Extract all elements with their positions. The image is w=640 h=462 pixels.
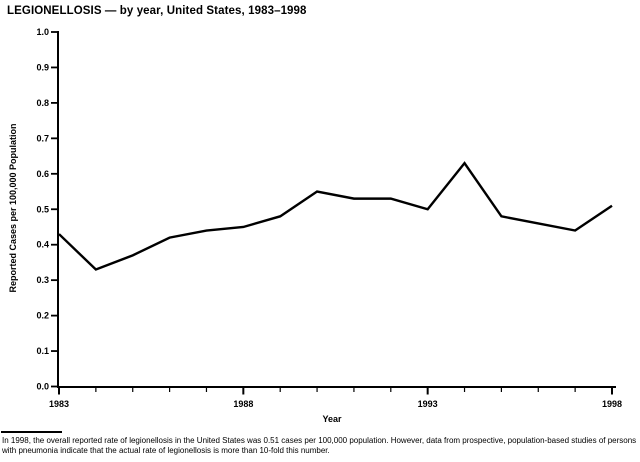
y-tick-label: 0.2: [36, 311, 49, 321]
x-axis-label: Year: [322, 414, 342, 424]
y-tick-label: 0.4: [36, 240, 49, 250]
y-tick-label: 0.1: [36, 346, 49, 356]
y-tick-label: 0.3: [36, 275, 49, 285]
chart-title: LEGIONELLOSIS — by year, United States, …: [7, 5, 307, 17]
y-axis-label: Reported Cases per 100,000 Population: [8, 123, 18, 293]
x-tick-label: 1983: [49, 399, 69, 409]
y-tick-label: 0.6: [36, 169, 49, 179]
x-tick-label: 1993: [418, 399, 438, 409]
y-tick-label: 0.9: [36, 62, 49, 72]
y-tick-label: 0.7: [36, 133, 49, 143]
y-tick-label: 1.0: [36, 27, 49, 37]
y-tick-label: 0.0: [36, 382, 49, 392]
y-tick-label: 0.8: [36, 98, 49, 108]
data-line: [58, 161, 613, 271]
footnote-text: In 1998, the overall reported rate of le…: [2, 436, 637, 455]
x-tick-label: 1998: [602, 399, 622, 409]
x-tick-label: 1988: [233, 399, 253, 409]
y-tick-label: 0.5: [36, 204, 49, 214]
legionellosis-line-chart: 0.0 0.1 0.2 0.3 0.4 0.5 0.6 0.7 0.8 0.9 1.0 1983 198…: [36, 27, 622, 409]
footnote-rule: [1, 431, 62, 433]
